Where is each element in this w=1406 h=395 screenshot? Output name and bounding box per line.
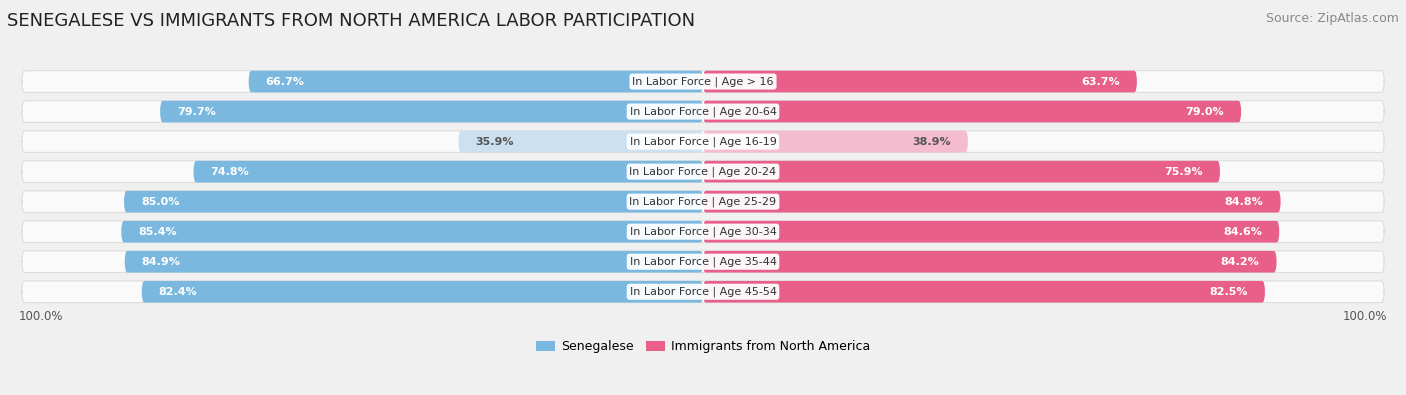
Text: 85.4%: 85.4% xyxy=(138,227,177,237)
FancyBboxPatch shape xyxy=(121,221,703,243)
FancyBboxPatch shape xyxy=(22,101,1384,122)
Text: In Labor Force | Age 20-64: In Labor Force | Age 20-64 xyxy=(630,106,776,117)
Text: In Labor Force | Age 25-29: In Labor Force | Age 25-29 xyxy=(630,196,776,207)
Text: In Labor Force | Age 30-34: In Labor Force | Age 30-34 xyxy=(630,226,776,237)
Text: In Labor Force | Age 20-24: In Labor Force | Age 20-24 xyxy=(630,166,776,177)
Text: 35.9%: 35.9% xyxy=(475,137,515,147)
FancyBboxPatch shape xyxy=(703,101,1241,122)
Text: In Labor Force | Age 35-44: In Labor Force | Age 35-44 xyxy=(630,256,776,267)
Text: 84.8%: 84.8% xyxy=(1225,197,1264,207)
Text: 84.9%: 84.9% xyxy=(142,257,180,267)
FancyBboxPatch shape xyxy=(703,221,1279,243)
FancyBboxPatch shape xyxy=(22,71,1384,92)
Text: 79.7%: 79.7% xyxy=(177,107,217,117)
Text: Source: ZipAtlas.com: Source: ZipAtlas.com xyxy=(1265,12,1399,25)
Text: 100.0%: 100.0% xyxy=(1343,310,1388,323)
FancyBboxPatch shape xyxy=(22,251,1384,273)
Text: 100.0%: 100.0% xyxy=(18,310,63,323)
FancyBboxPatch shape xyxy=(458,131,703,152)
FancyBboxPatch shape xyxy=(703,161,1220,182)
FancyBboxPatch shape xyxy=(249,71,703,92)
Text: In Labor Force | Age > 16: In Labor Force | Age > 16 xyxy=(633,76,773,87)
Text: 82.4%: 82.4% xyxy=(159,287,197,297)
FancyBboxPatch shape xyxy=(22,281,1384,303)
FancyBboxPatch shape xyxy=(703,191,1281,213)
Text: 38.9%: 38.9% xyxy=(912,137,950,147)
Text: In Labor Force | Age 45-54: In Labor Force | Age 45-54 xyxy=(630,286,776,297)
FancyBboxPatch shape xyxy=(194,161,703,182)
Text: 84.2%: 84.2% xyxy=(1220,257,1260,267)
Text: SENEGALESE VS IMMIGRANTS FROM NORTH AMERICA LABOR PARTICIPATION: SENEGALESE VS IMMIGRANTS FROM NORTH AMER… xyxy=(7,12,695,30)
FancyBboxPatch shape xyxy=(703,281,1265,303)
FancyBboxPatch shape xyxy=(22,191,1384,213)
Text: 74.8%: 74.8% xyxy=(211,167,249,177)
Text: 63.7%: 63.7% xyxy=(1081,77,1121,87)
FancyBboxPatch shape xyxy=(125,251,703,273)
Text: 84.6%: 84.6% xyxy=(1223,227,1263,237)
FancyBboxPatch shape xyxy=(703,71,1137,92)
Text: 85.0%: 85.0% xyxy=(141,197,180,207)
FancyBboxPatch shape xyxy=(124,191,703,213)
FancyBboxPatch shape xyxy=(703,131,967,152)
FancyBboxPatch shape xyxy=(142,281,703,303)
Text: 82.5%: 82.5% xyxy=(1209,287,1249,297)
FancyBboxPatch shape xyxy=(22,221,1384,243)
FancyBboxPatch shape xyxy=(22,131,1384,152)
FancyBboxPatch shape xyxy=(160,101,703,122)
Legend: Senegalese, Immigrants from North America: Senegalese, Immigrants from North Americ… xyxy=(531,335,875,358)
Text: In Labor Force | Age 16-19: In Labor Force | Age 16-19 xyxy=(630,136,776,147)
FancyBboxPatch shape xyxy=(22,161,1384,182)
Text: 66.7%: 66.7% xyxy=(266,77,305,87)
Text: 75.9%: 75.9% xyxy=(1164,167,1204,177)
FancyBboxPatch shape xyxy=(703,251,1277,273)
Text: 79.0%: 79.0% xyxy=(1185,107,1225,117)
